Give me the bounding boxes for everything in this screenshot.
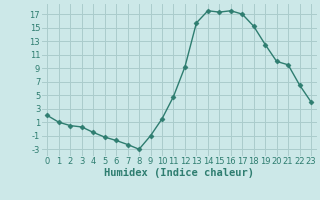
X-axis label: Humidex (Indice chaleur): Humidex (Indice chaleur) — [104, 168, 254, 178]
